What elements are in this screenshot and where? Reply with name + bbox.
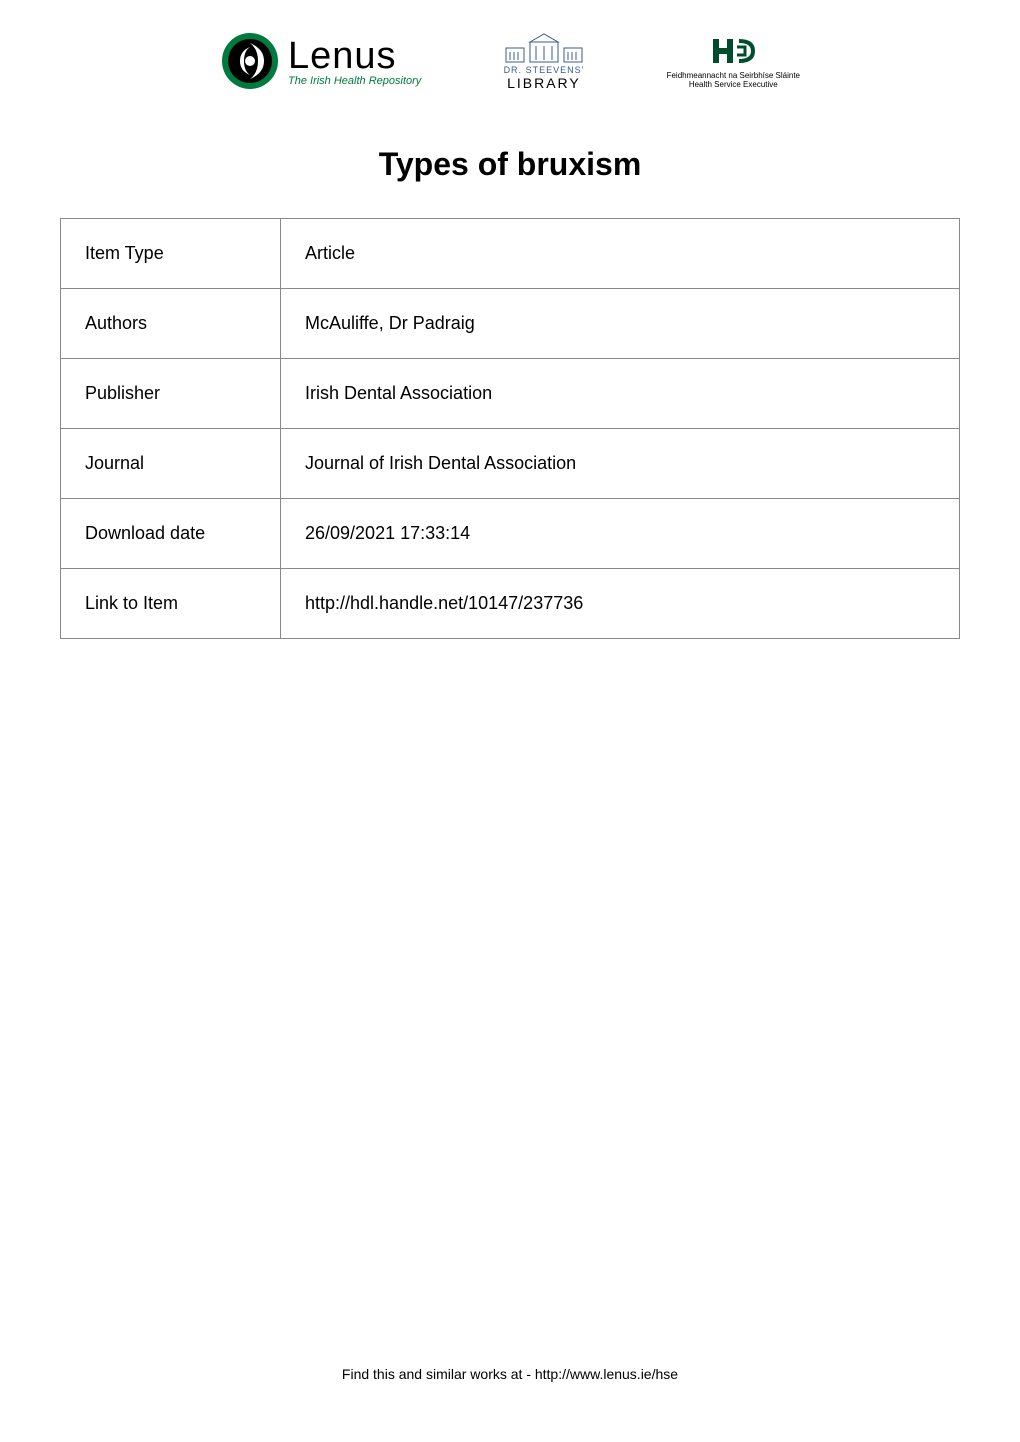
library-name: LIBRARY — [507, 75, 581, 91]
table-row: Download date26/09/2021 17:33:14 — [61, 499, 960, 569]
table-row: Item TypeArticle — [61, 219, 960, 289]
metadata-label: Item Type — [61, 219, 281, 289]
lenus-swirl-icon — [220, 31, 280, 91]
metadata-label: Journal — [61, 429, 281, 499]
lenus-name: Lenus — [288, 35, 421, 78]
table-row: JournalJournal of Irish Dental Associati… — [61, 429, 960, 499]
metadata-value[interactable]: http://hdl.handle.net/10147/237736 — [281, 569, 960, 639]
table-row: AuthorsMcAuliffe, Dr Padraig — [61, 289, 960, 359]
metadata-label: Authors — [61, 289, 281, 359]
metadata-label: Download date — [61, 499, 281, 569]
lenus-logo: Lenus The Irish Health Repository — [220, 31, 421, 91]
hse-english-text: Health Service Executive — [689, 80, 778, 89]
metadata-value: Irish Dental Association — [281, 359, 960, 429]
hse-irish-text: Feidhmeannacht na Seirbhíse Sláinte — [667, 71, 800, 80]
metadata-value: 26/09/2021 17:33:14 — [281, 499, 960, 569]
library-building-icon — [504, 30, 584, 64]
metadata-label: Publisher — [61, 359, 281, 429]
hse-icon — [709, 33, 757, 69]
header: Lenus The Irish Health Repository DR. — [0, 0, 1020, 111]
footer-text: Find this and similar works at - http://… — [0, 1366, 1020, 1382]
metadata-label: Link to Item — [61, 569, 281, 639]
table-row: Link to Itemhttp://hdl.handle.net/10147/… — [61, 569, 960, 639]
metadata-value: Article — [281, 219, 960, 289]
library-subtitle: DR. STEEVENS' — [504, 65, 585, 75]
metadata-value: McAuliffe, Dr Padraig — [281, 289, 960, 359]
hse-logo: Feidhmeannacht na Seirbhíse Sláinte Heal… — [667, 33, 800, 89]
lenus-logo-text: Lenus The Irish Health Repository — [288, 35, 421, 87]
table-row: PublisherIrish Dental Association — [61, 359, 960, 429]
lenus-tagline: The Irish Health Repository — [288, 75, 421, 87]
page-title: Types of bruxism — [0, 146, 1020, 183]
metadata-table: Item TypeArticleAuthorsMcAuliffe, Dr Pad… — [60, 218, 960, 639]
metadata-value: Journal of Irish Dental Association — [281, 429, 960, 499]
library-logo: DR. STEEVENS' LIBRARY — [504, 30, 585, 91]
